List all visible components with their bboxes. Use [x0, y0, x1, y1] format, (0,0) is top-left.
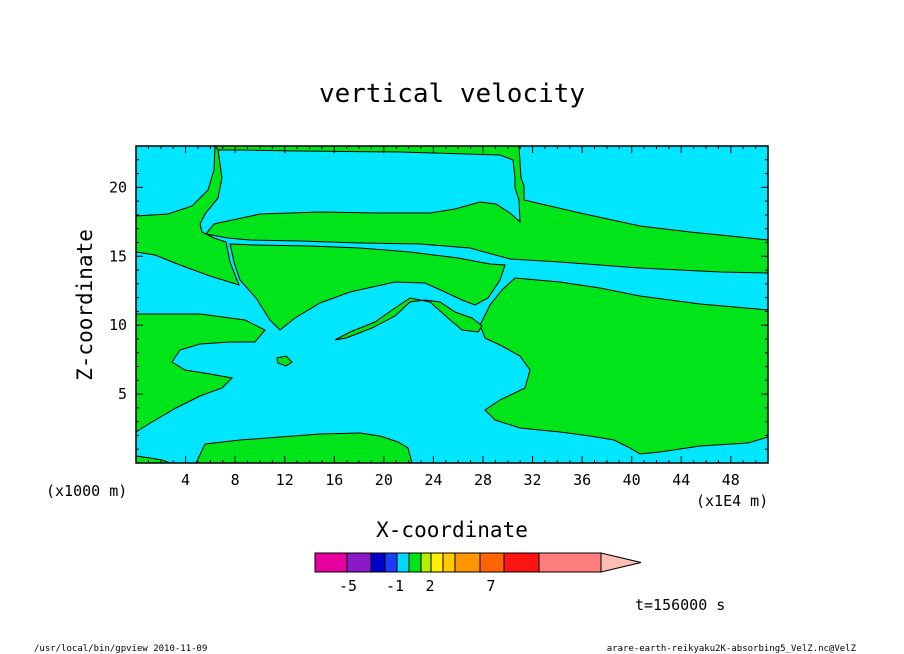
colorbar-label: 7 [486, 577, 495, 595]
x-tick-label: 48 [722, 471, 740, 489]
colorbar-swatch [454, 552, 481, 573]
colorbar-swatch [420, 552, 432, 573]
x-tick-label: 20 [375, 471, 393, 489]
colorbar-label: -5 [339, 577, 357, 595]
x-tick-label: 24 [424, 471, 442, 489]
contour-fill-positive-bottom [195, 432, 413, 464]
x-tick-label: 44 [672, 471, 690, 489]
colorbar-swatch [384, 552, 398, 573]
chart-title: vertical velocity [319, 79, 585, 109]
colorbar-swatch [396, 552, 410, 573]
time-label: t=156000 s [635, 596, 725, 614]
colorbar-swatch [370, 552, 386, 573]
contour-fill-positive-leftband [135, 144, 240, 286]
x-tick-label: 16 [325, 471, 343, 489]
x-tick-label: 40 [623, 471, 641, 489]
y-tick-label: 5 [118, 385, 127, 403]
colorbar-swatch [442, 552, 456, 573]
contour-fill-positive-right [479, 277, 769, 455]
colorbar-swatch [503, 552, 540, 573]
x-tick-label: 8 [231, 471, 240, 489]
x-tick-label: 28 [474, 471, 492, 489]
colorbar-labels: -5 -1 2 7 [339, 577, 496, 595]
y-scale-note: (x1000 m) [46, 482, 127, 500]
contour-fill-positive-lowerleft [135, 313, 266, 433]
contour-fill-positive-mid [334, 297, 483, 341]
plot-frame [135, 145, 769, 464]
y-tick-label: 10 [109, 316, 127, 334]
colorbar-swatch [408, 552, 422, 573]
colorbar-label: -1 [386, 577, 404, 595]
colorbar [314, 552, 642, 573]
y-axis-ticks: 5 10 15 20 [109, 159, 768, 450]
x-tick-label: 4 [181, 471, 190, 489]
x-tick-label: 32 [524, 471, 542, 489]
y-tick-label: 20 [109, 178, 127, 196]
x-tick-label: 36 [573, 471, 591, 489]
contour-fill-positive-upper [205, 145, 769, 274]
colorbar-swatch [430, 552, 444, 573]
y-axis-label: Z-coordinate [73, 229, 97, 381]
colorbar-swatch [479, 552, 505, 573]
x-scale-note: (x1E4 m) [696, 492, 768, 510]
contour-fill-positive-islet [276, 355, 293, 367]
y-tick-label: 15 [109, 247, 127, 265]
x-axis-label: X-coordinate [376, 518, 528, 542]
colorbar-label: 2 [425, 577, 434, 595]
x-axis-ticks: 4 8 12 16 20 24 28 32 36 40 44 48 [147, 146, 757, 489]
x-tick-label: 12 [276, 471, 294, 489]
colorbar-swatch [314, 552, 348, 573]
colorbar-swatch [538, 552, 602, 573]
footer-right: arare-earth-reikyaku2K-absorbing5_VelZ.n… [607, 644, 857, 654]
colorbar-swatch [346, 552, 372, 573]
footer-left: /usr/local/bin/gpview 2010-11-09 [34, 644, 207, 654]
colorbar-arrow [600, 552, 642, 573]
contour-fill-positive-wedge [229, 243, 506, 331]
